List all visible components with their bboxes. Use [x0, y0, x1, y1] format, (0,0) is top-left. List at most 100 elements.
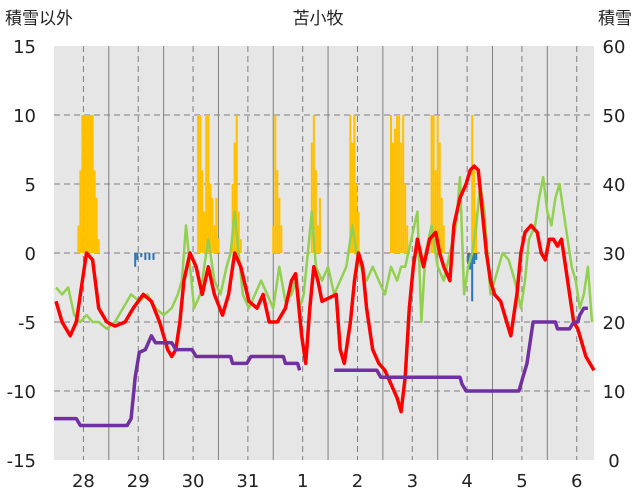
yellow-bar	[442, 225, 445, 253]
yellow-bar	[402, 115, 405, 253]
yellow-bar	[91, 115, 94, 253]
yellow-bar	[231, 184, 234, 253]
yellow-bar	[215, 197, 218, 253]
yellow-bar	[355, 184, 358, 253]
blue-bar	[473, 253, 476, 265]
yellow-bar	[353, 115, 356, 253]
yellow-bar	[237, 211, 240, 253]
left-tick-label: 5	[25, 175, 36, 196]
yellow-bar	[316, 225, 319, 253]
x-tick-label: 28	[72, 471, 95, 492]
yellow-bar	[406, 225, 409, 253]
left-tick-label: 15	[13, 37, 36, 58]
yellow-bar	[396, 115, 399, 253]
yellow-bar	[239, 239, 242, 253]
yellow-bar	[201, 170, 204, 253]
yellow-bar	[438, 142, 441, 253]
yellow-bar	[314, 170, 317, 253]
right-tick-labels: 60 50 40 30 20 10 0	[603, 37, 626, 472]
x-tick-labels: 28 29 30 31 1 2 3 4 5 6	[72, 471, 582, 492]
right-tick-label: 50	[603, 106, 626, 127]
yellow-bar	[473, 170, 476, 253]
blue-bar	[467, 253, 470, 265]
lines	[54, 164, 596, 428]
yellow-bar	[280, 225, 283, 253]
yellow-bar	[312, 115, 315, 253]
right-tick-label: 60	[603, 37, 626, 58]
left-tick-label: -5	[18, 313, 36, 334]
yellow-bar	[394, 128, 397, 253]
x-tick-label: 5	[516, 471, 527, 492]
yellow-bar	[272, 225, 275, 253]
purple-line	[54, 334, 302, 428]
yellow-bar	[349, 115, 352, 253]
yellow-bar	[434, 170, 437, 253]
yellow-bar	[203, 211, 206, 253]
x-tick-label: 29	[127, 471, 150, 492]
green-line	[55, 175, 594, 331]
right-tick-label: 20	[603, 313, 626, 334]
x-tick-label: 30	[182, 471, 205, 492]
left-tick-label: -10	[7, 382, 36, 403]
yellow-bar	[81, 115, 84, 253]
right-tick-label: 0	[608, 451, 619, 472]
yellow-bar	[310, 142, 313, 253]
yellow-bar	[79, 170, 82, 253]
left-tick-label: 0	[25, 244, 36, 265]
yellow-bar	[83, 115, 86, 253]
yellow-bar	[93, 170, 96, 253]
right-tick-label: 40	[603, 175, 626, 196]
yellow-bar	[276, 170, 279, 253]
yellow-bar	[400, 142, 403, 253]
yellow-bar	[432, 115, 435, 253]
yellow-bar	[213, 225, 216, 253]
right-axis-label: 積雪	[598, 9, 632, 29]
yellow-bar	[85, 115, 88, 253]
yellow-bar	[274, 115, 277, 253]
x-tick-label: 1	[297, 471, 308, 492]
chart-title: 苫小牧	[293, 9, 344, 29]
yellow-bar	[87, 115, 90, 253]
yellow-bar	[357, 211, 360, 253]
x-tick-label: 2	[352, 471, 363, 492]
yellow-bar	[205, 115, 208, 253]
yellow-bar	[97, 239, 100, 253]
yellow-bar	[211, 197, 214, 253]
x-tick-label: 6	[571, 471, 582, 492]
right-tick-label: 30	[603, 244, 626, 265]
yellow-bar	[89, 115, 92, 253]
yellow-bar	[440, 197, 443, 253]
yellow-snow-bars	[77, 115, 478, 253]
x-tick-label: 31	[236, 471, 259, 492]
yellow-bar	[398, 115, 401, 253]
blue-bar	[140, 253, 143, 258]
blue-bar	[136, 253, 139, 260]
x-tick-label: 4	[461, 471, 472, 492]
yellow-bar	[95, 197, 98, 253]
yellow-bar	[209, 184, 212, 253]
yellow-bar	[471, 115, 474, 253]
right-tick-label: 10	[603, 382, 626, 403]
yellow-bar	[389, 115, 393, 253]
yellow-bar	[235, 115, 238, 253]
left-tick-labels: 15 10 5 0 -5 -10 -15	[7, 37, 36, 472]
x-tick-label: 3	[407, 471, 418, 492]
red-line	[54, 164, 596, 414]
grid	[54, 46, 594, 460]
blue-bar	[148, 253, 151, 260]
blue-bar	[475, 253, 478, 260]
blue-bar	[152, 253, 155, 260]
yellow-bar	[392, 142, 395, 253]
yellow-bar	[207, 115, 210, 253]
blue-bar	[134, 253, 137, 267]
left-tick-label: 10	[13, 106, 36, 127]
left-axis-label: 積雪以外	[5, 9, 73, 29]
yellow-bar	[233, 142, 236, 253]
yellow-bar	[318, 197, 321, 253]
yellow-bar	[430, 115, 433, 253]
yellow-bar	[217, 239, 220, 253]
yellow-bar	[436, 115, 439, 253]
left-tick-label: -15	[7, 451, 36, 472]
yellow-bar	[278, 197, 281, 253]
